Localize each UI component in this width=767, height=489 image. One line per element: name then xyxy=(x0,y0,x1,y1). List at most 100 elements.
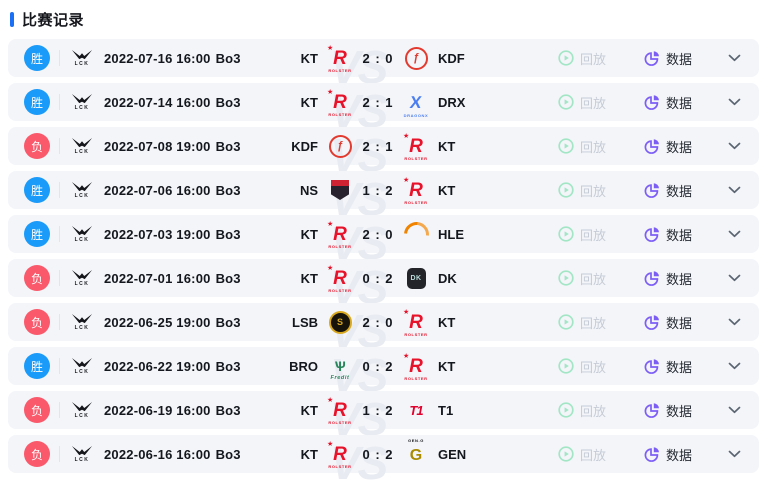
match-format: Bo3 xyxy=(215,314,241,330)
match-row[interactable]: 负 LCK 2022-07-01 16:00 Bo3 KT R ROLSTER … xyxy=(8,259,759,312)
chevron-down-icon[interactable] xyxy=(728,450,741,458)
data-label: 数据 xyxy=(665,139,692,155)
match-row[interactable]: 胜 LCK 2022-07-16 16:00 Bo3 KT R ROLSTER … xyxy=(8,39,759,92)
match-datetime: 2022-07-03 19:00 Bo3 xyxy=(104,227,272,242)
replay-play-icon xyxy=(558,94,574,110)
team2-logo: R ROLSTER xyxy=(401,174,431,206)
match-score: 2 : 0 xyxy=(362,50,394,66)
team1-name: KT xyxy=(300,94,318,110)
team2-logo xyxy=(398,216,434,252)
data-button[interactable]: 数据 xyxy=(644,269,692,288)
team2-name: KDF xyxy=(438,50,465,66)
data-button[interactable]: 数据 xyxy=(644,49,692,68)
divider xyxy=(59,94,60,110)
team1-logo: R ROLSTER xyxy=(325,438,355,470)
replay-button[interactable]: 回放 xyxy=(558,357,606,376)
match-row[interactable]: 负 LCK 2022-06-25 19:00 Bo3 LSB S 2 : 0 R… xyxy=(8,303,759,356)
team2-logo: ƒ xyxy=(401,42,431,74)
chevron-down-icon[interactable] xyxy=(728,142,741,150)
match-record-panel: 比赛记录 胜 LCK 2022-07-16 16:00 Bo3 KT R ROL… xyxy=(0,0,767,473)
team2-name: DRX xyxy=(438,94,466,110)
team2-name: KT xyxy=(438,138,456,154)
team2-logo: G GEN.G xyxy=(408,438,424,464)
match-score: 0 : 2 xyxy=(362,358,394,374)
data-button[interactable]: 数据 xyxy=(644,181,692,200)
pie-chart-icon xyxy=(644,138,660,154)
team1-logo: S xyxy=(325,306,355,338)
replay-button[interactable]: 回放 xyxy=(558,181,606,200)
team1-name: NS xyxy=(299,182,318,198)
data-button[interactable]: 数据 xyxy=(644,225,692,244)
match-format: Bo3 xyxy=(215,182,241,198)
data-button[interactable]: 数据 xyxy=(644,313,692,332)
data-label: 数据 xyxy=(665,183,692,199)
data-button[interactable]: 数据 xyxy=(644,357,692,376)
replay-label: 回放 xyxy=(579,139,606,155)
match-row[interactable]: 胜 LCK 2022-07-06 16:00 Bo3 NS 1 : 2 R RO… xyxy=(8,171,759,224)
chevron-down-icon[interactable] xyxy=(728,318,741,326)
chevron-down-icon[interactable] xyxy=(728,230,741,238)
team2-name: HLE xyxy=(438,226,464,242)
divider xyxy=(59,402,60,418)
replay-button[interactable]: 回放 xyxy=(558,269,606,288)
result-badge: 胜 xyxy=(24,89,50,115)
match-teams: KT R ROLSTER 2 : 1 X DRAGONX DRX xyxy=(272,86,498,118)
match-score: 1 : 2 xyxy=(362,402,394,418)
pie-chart-icon xyxy=(644,402,660,418)
match-format: Bo3 xyxy=(215,446,241,462)
team2-logo: T1 xyxy=(409,402,423,418)
match-row[interactable]: 负 LCK 2022-06-16 16:00 Bo3 KT R ROLSTER … xyxy=(8,435,759,488)
chevron-down-icon[interactable] xyxy=(728,406,741,414)
row-actions: 回放 数据 xyxy=(558,49,743,68)
team1-logo: R ROLSTER xyxy=(325,262,355,294)
team2-name: GEN xyxy=(438,446,467,462)
replay-button[interactable]: 回放 xyxy=(558,313,606,332)
page-title: 比赛记录 xyxy=(22,11,85,29)
lck-eagle-icon xyxy=(71,225,93,235)
lck-eagle-icon xyxy=(71,445,93,455)
match-teams: KT R ROLSTER 2 : 0 HLE xyxy=(272,216,498,252)
lck-eagle-icon xyxy=(71,49,93,59)
match-teams: NS 1 : 2 R ROLSTER KT xyxy=(272,174,498,206)
data-button[interactable]: 数据 xyxy=(644,445,692,464)
chevron-down-icon[interactable] xyxy=(728,362,741,370)
league-lck-icon: LCK xyxy=(69,269,95,287)
result-badge: 负 xyxy=(24,265,50,291)
chevron-down-icon[interactable] xyxy=(728,186,741,194)
match-row[interactable]: 负 LCK 2022-07-08 19:00 Bo3 KDF ƒ 2 : 1 R… xyxy=(8,127,759,180)
row-actions: 回放 数据 xyxy=(558,313,743,332)
data-button[interactable]: 数据 xyxy=(644,137,692,156)
match-format: Bo3 xyxy=(215,50,241,66)
row-actions: 回放 数据 xyxy=(558,445,743,464)
lck-eagle-icon xyxy=(71,357,93,367)
match-row[interactable]: 胜 LCK 2022-07-03 19:00 Bo3 KT R ROLSTER … xyxy=(8,215,759,268)
match-datetime: 2022-06-22 19:00 Bo3 xyxy=(104,359,272,374)
replay-button[interactable]: 回放 xyxy=(558,445,606,464)
chevron-down-icon[interactable] xyxy=(728,54,741,62)
league-lck-icon: LCK xyxy=(69,313,95,331)
accent-bar xyxy=(10,11,14,27)
chevron-down-icon[interactable] xyxy=(728,274,741,282)
data-button[interactable]: 数据 xyxy=(644,401,692,420)
replay-button[interactable]: 回放 xyxy=(558,93,606,112)
match-format: Bo3 xyxy=(215,94,241,110)
match-row[interactable]: 胜 LCK 2022-07-14 16:00 Bo3 KT R ROLSTER … xyxy=(8,83,759,136)
match-row[interactable]: 胜 LCK 2022-06-22 19:00 Bo3 BRO Ѱ Fredit … xyxy=(8,347,759,400)
row-actions: 回放 数据 xyxy=(558,269,743,288)
league-lck-icon: LCK xyxy=(69,93,95,111)
replay-button[interactable]: 回放 xyxy=(558,225,606,244)
league-label: LCK xyxy=(74,280,90,287)
match-row[interactable]: 负 LCK 2022-06-19 16:00 Bo3 KT R ROLSTER … xyxy=(8,391,759,444)
league-label: LCK xyxy=(74,412,90,419)
match-format: Bo3 xyxy=(215,358,241,374)
replay-button[interactable]: 回放 xyxy=(558,49,606,68)
pie-chart-icon xyxy=(644,270,660,286)
replay-button[interactable]: 回放 xyxy=(558,137,606,156)
team1-name: KDF xyxy=(291,138,318,154)
replay-button[interactable]: 回放 xyxy=(558,401,606,420)
team1-name: KT xyxy=(300,226,318,242)
league-label: LCK xyxy=(74,324,90,331)
match-format: Bo3 xyxy=(215,226,241,242)
chevron-down-icon[interactable] xyxy=(728,98,741,106)
data-button[interactable]: 数据 xyxy=(644,93,692,112)
